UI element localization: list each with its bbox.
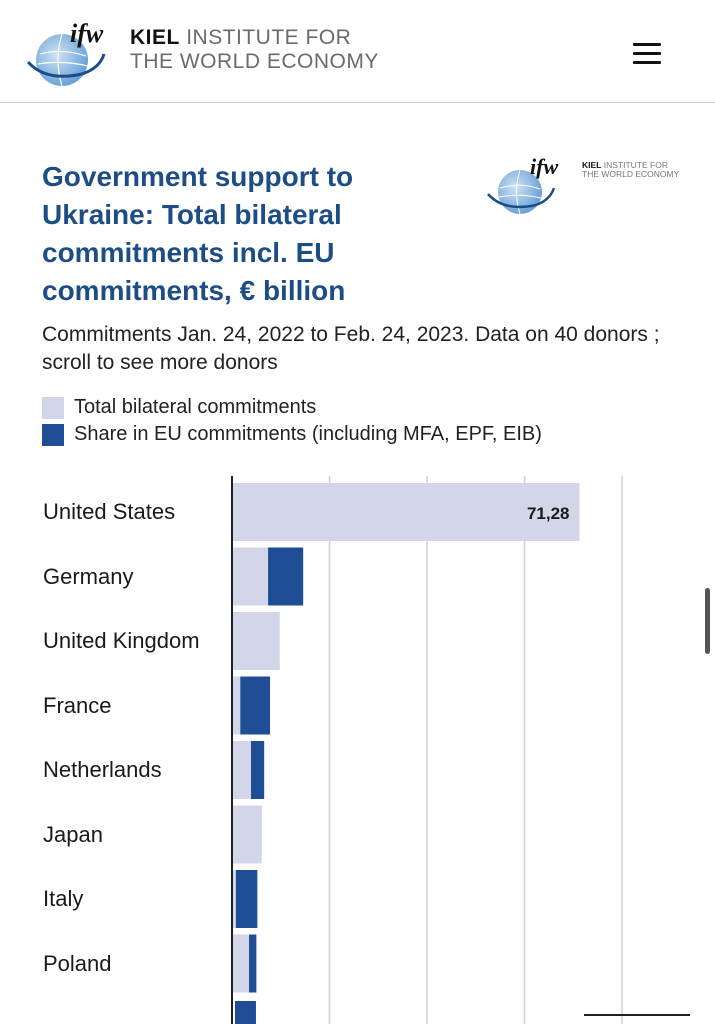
bar-eu-share <box>235 870 258 928</box>
bar-chart-svg: 71,28 <box>231 476 690 1024</box>
category-label: Italy <box>43 886 84 911</box>
chart-legend: Total bilateral commitments Share in EU … <box>42 394 542 448</box>
bar-total <box>232 805 262 864</box>
logo-kiel: KIEL <box>130 26 180 49</box>
site-header: ifw KIEL INSTITUTE FOR THE WORLD ECONOMY <box>0 0 715 103</box>
legend-item-total[interactable]: Total bilateral commitments <box>42 394 542 421</box>
bar-total <box>232 870 236 928</box>
svg-text:ifw: ifw <box>530 154 558 179</box>
bar-total <box>232 612 280 670</box>
svg-text:ifw: ifw <box>70 19 104 48</box>
bar-total <box>232 741 252 799</box>
hamburger-menu-icon[interactable] <box>628 38 664 68</box>
category-label: Germany <box>43 563 134 589</box>
chart-title: Government support to Ukraine: Total bil… <box>42 161 354 306</box>
bar-chart: 71,28 United States Germany United Kingdom… <box>0 476 715 1024</box>
bar-eu-share <box>251 741 265 799</box>
category-label: France <box>43 692 112 718</box>
legend-swatch-eu <box>42 423 64 446</box>
category-label: United States <box>43 499 176 524</box>
chart-logo: ifw KIEL INSTITUTE FOR THE WORLD ECONOMY <box>484 148 684 220</box>
scrollbar[interactable] <box>705 588 710 654</box>
bar-total <box>232 934 250 993</box>
bar-eu-share <box>268 547 304 606</box>
category-label: Poland <box>43 950 112 976</box>
kiel-institute-logo[interactable]: ifw KIEL INSTITUTE FOR THE WORLD ECONOMY <box>26 18 378 88</box>
chart-subtitle: Commitments Jan. 24, 2022 to Feb. 24, 20… <box>42 323 660 374</box>
bar-total <box>232 483 580 541</box>
data-label: 71,28 <box>527 504 570 523</box>
bar-total <box>232 676 241 735</box>
bar-eu-share <box>240 676 271 735</box>
globe-logo-icon: ifw KIEL INSTITUTE FOR THE WORLD ECONOMY <box>487 154 680 215</box>
logo-institute-for: INSTITUTE FOR <box>186 26 352 49</box>
bar-eu-share <box>235 1001 256 1024</box>
legend-label-eu: Share in EU commitments (including MFA, … <box>74 423 542 445</box>
category-label: Japan <box>43 821 103 847</box>
bar-total <box>232 547 269 606</box>
legend-item-eu[interactable]: Share in EU commitments (including MFA, … <box>42 421 542 448</box>
category-label: Netherlands <box>43 757 162 782</box>
logo-world-economy: THE WORLD ECONOMY <box>130 50 379 73</box>
globe-logo-icon: ifw <box>26 19 106 87</box>
legend-swatch-total <box>42 396 64 419</box>
legend-label-total: Total bilateral commitments <box>74 396 317 418</box>
category-label: United Kingdom <box>43 628 200 653</box>
svg-text:THE WORLD ECONOMY: THE WORLD ECONOMY <box>582 169 680 179</box>
bar-eu-share <box>249 934 257 993</box>
svg-text:KIEL INSTITUTE FOR: KIEL INSTITUTE FOR <box>582 160 668 170</box>
